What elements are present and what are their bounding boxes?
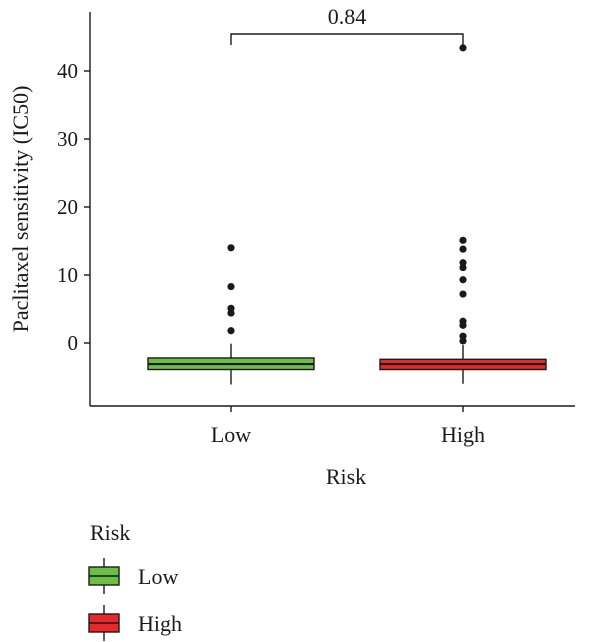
significance-bracket: 0.84 xyxy=(230,4,464,45)
y-tick-label: 10 xyxy=(57,263,78,287)
outlier-point xyxy=(227,304,235,312)
legend-label: Low xyxy=(138,564,178,589)
legend-title: Risk xyxy=(90,520,130,545)
x-tick-label: Low xyxy=(211,422,251,447)
y-tick-label: 0 xyxy=(68,331,79,355)
outlier-point xyxy=(459,276,467,284)
x-tick-label: High xyxy=(441,422,485,447)
outlier-point xyxy=(227,282,235,291)
outlier-point xyxy=(459,236,467,244)
x-axis-title: Risk xyxy=(326,464,366,489)
box-high xyxy=(379,44,547,384)
legend-label: High xyxy=(138,611,182,636)
outlier-point xyxy=(459,44,467,52)
y-axis-title: Paclitaxel sensitivity (IC50) xyxy=(8,86,33,333)
outlier-point xyxy=(459,332,467,340)
y-tick-label: 20 xyxy=(57,195,78,219)
box-low xyxy=(147,244,315,385)
legend-item-low: Low xyxy=(88,558,178,594)
legend-item-high: High xyxy=(88,605,182,641)
legend: Risk Low High xyxy=(88,520,182,641)
outlier-point xyxy=(459,259,467,267)
outlier-point xyxy=(227,244,235,252)
outlier-point xyxy=(459,290,467,298)
outlier-point xyxy=(227,327,235,335)
y-tick-label: 40 xyxy=(57,59,78,83)
outlier-point xyxy=(459,317,467,325)
y-tick-label: 30 xyxy=(57,127,78,151)
outlier-point xyxy=(459,245,467,253)
p-value-label: 0.84 xyxy=(328,4,367,29)
